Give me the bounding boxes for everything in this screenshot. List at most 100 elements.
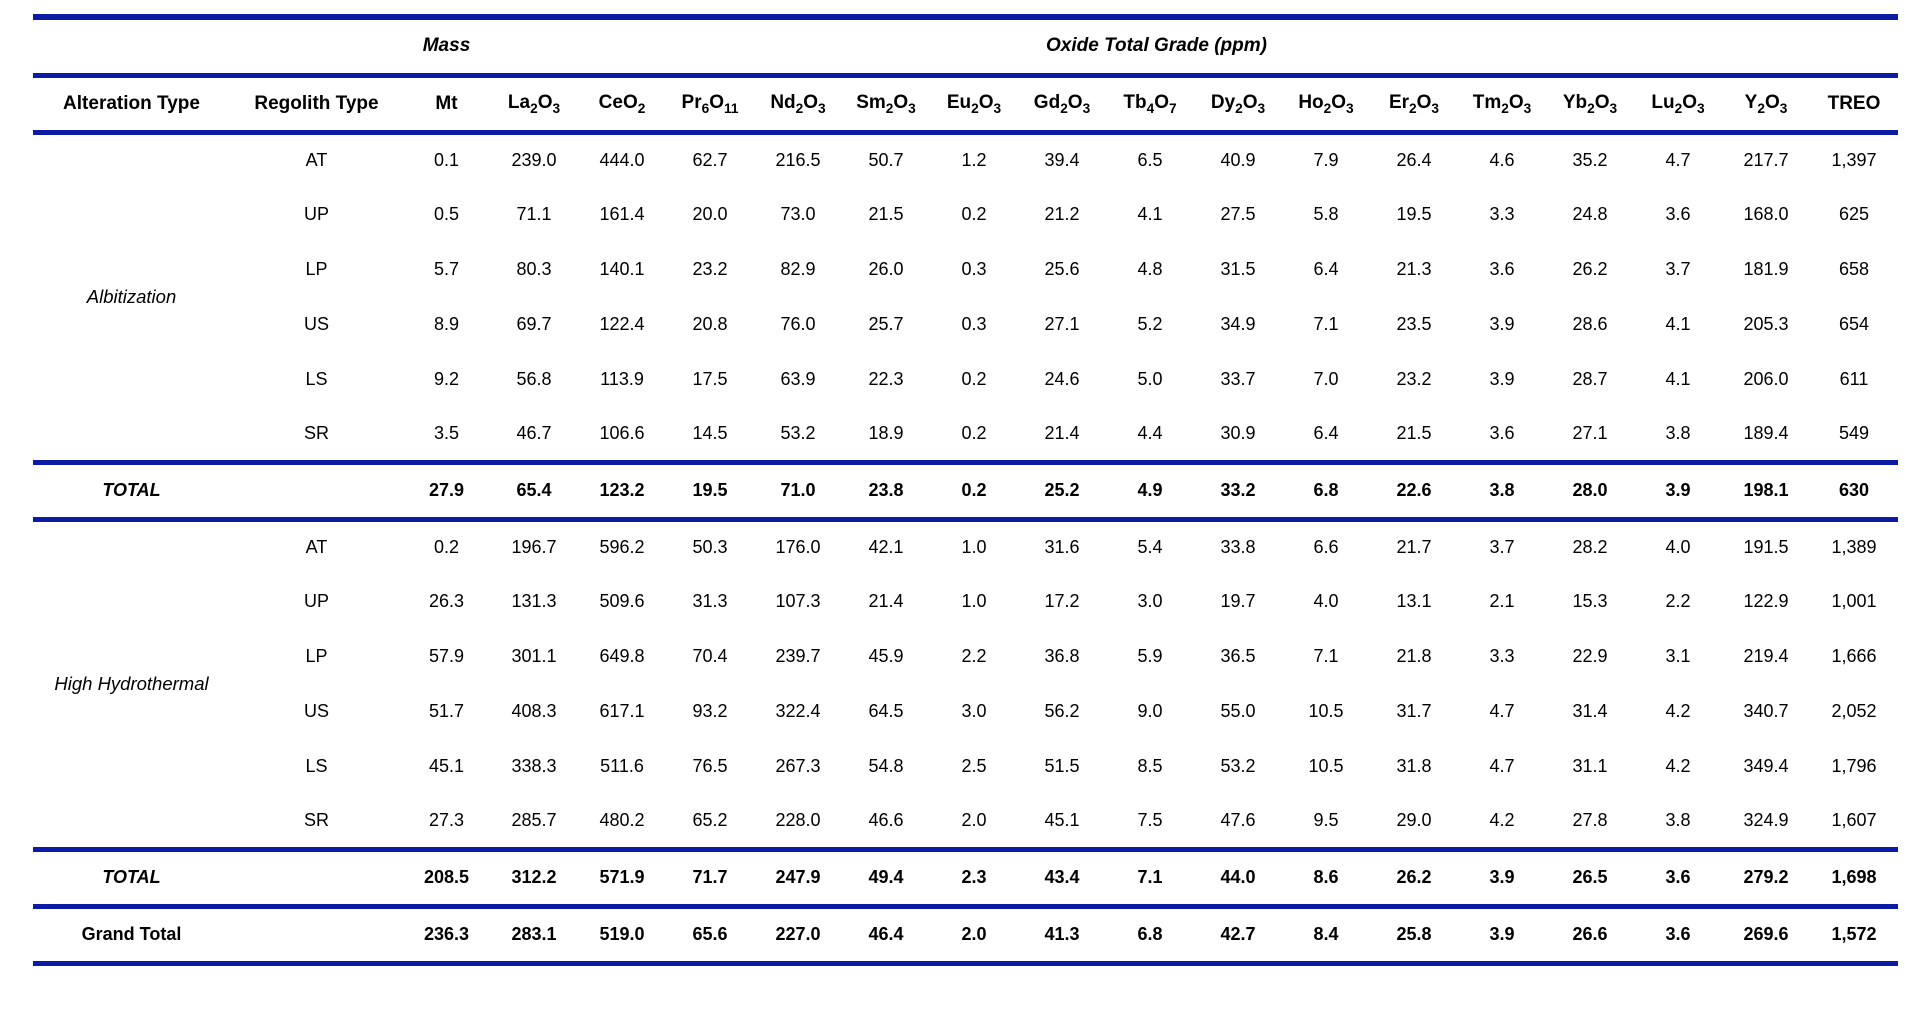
value-cell: 21.4 <box>1018 407 1106 465</box>
group-header-row: Mass Oxide Total Grade (ppm) <box>33 17 1898 78</box>
value-cell: 3.1 <box>1665 646 1691 666</box>
value-cell: 3.8 <box>1634 407 1722 465</box>
value-cell: 7.5 <box>1106 794 1194 852</box>
column-header-ho2o3: Ho2O3 <box>1282 75 1370 135</box>
value-cell: 3.3 <box>1489 646 1515 666</box>
value-cell: 3.6 <box>1489 259 1515 279</box>
value-cell: 0.1 <box>433 150 460 171</box>
value-cell: 22.3 <box>868 369 904 389</box>
value-cell: 29.0 <box>1370 794 1458 852</box>
value-cell: 35.2 <box>1572 150 1608 171</box>
value-cell: 53.2 <box>754 407 842 465</box>
value-cell: 25.8 <box>1370 906 1458 966</box>
value-cell: 10.5 <box>1308 701 1344 721</box>
value-cell: 181.9 <box>1743 259 1789 279</box>
regolith-type-cell: LP <box>305 259 328 279</box>
value-cell: 21.7 <box>1396 537 1432 558</box>
column-header-tm2o3: Tm2O3 <box>1458 75 1546 135</box>
value-cell: 0.2 <box>930 462 1018 522</box>
value-cell: 6.4 <box>1313 259 1339 279</box>
value-cell: 106.6 <box>578 407 666 465</box>
ree-grade-table: Mass Oxide Total Grade (ppm) Alteration … <box>33 14 1898 966</box>
report-page: Mass Oxide Total Grade (ppm) Alteration … <box>33 14 1898 966</box>
value-cell: 5.0 <box>1137 369 1163 389</box>
value-cell: 64.5 <box>868 701 904 721</box>
value-cell: 7.1 <box>1313 314 1339 334</box>
value-cell: 8.4 <box>1282 906 1370 966</box>
value-cell: 140.1 <box>599 259 645 279</box>
value-cell: 131.3 <box>511 591 557 611</box>
column-header-er2o3: Er2O3 <box>1370 75 1458 135</box>
value-cell: 44.0 <box>1194 849 1282 909</box>
value-cell: 49.4 <box>842 849 930 909</box>
value-cell: 56.8 <box>516 369 552 389</box>
value-cell: 596.2 <box>599 537 645 558</box>
value-cell: 3.6 <box>1665 204 1691 224</box>
value-cell: 23.8 <box>842 462 930 522</box>
value-cell: 3.8 <box>1458 462 1546 522</box>
value-cell: 1,698 <box>1810 849 1898 909</box>
value-cell: 324.9 <box>1722 794 1810 852</box>
value-cell: 658 <box>1838 259 1870 279</box>
value-cell: 21.8 <box>1396 646 1432 666</box>
value-cell: 2.0 <box>930 794 1018 852</box>
value-cell: 4.2 <box>1665 756 1691 776</box>
value-cell: 408.3 <box>511 701 557 721</box>
value-cell: 3.6 <box>1634 906 1722 966</box>
value-cell: 36.5 <box>1220 646 1256 666</box>
column-header-sm2o3: Sm2O3 <box>842 75 930 135</box>
value-cell: 630 <box>1810 462 1898 522</box>
value-cell: 122.9 <box>1743 591 1789 611</box>
value-cell: 322.4 <box>775 701 821 721</box>
regolith-type-cell: LS <box>305 369 328 389</box>
column-header-ceo2: CeO2 <box>578 75 666 135</box>
grand-total-row: Grand Total 236.3 283.1 519.0 65.6 227.0 46.4 2… <box>33 906 1898 966</box>
empty-cell <box>230 849 403 909</box>
column-header-alteration-type: Alteration Type <box>33 75 230 135</box>
column-header-nd2o3: Nd2O3 <box>754 75 842 135</box>
value-cell: 349.4 <box>1743 756 1789 776</box>
value-cell: 50.7 <box>868 150 904 171</box>
value-cell: 42.1 <box>868 537 904 558</box>
value-cell: 33.8 <box>1220 537 1256 558</box>
value-cell: 3.8 <box>1634 794 1722 852</box>
table-row: UP 0.5 71.1 161.4 20.0 73.0 21.5 0.2 21.2 4.1 27.5… <box>33 187 1898 242</box>
value-cell: 4.1 <box>1137 204 1163 224</box>
value-cell: 6.4 <box>1282 407 1370 465</box>
value-cell: 62.7 <box>692 150 728 171</box>
table-row: Albitization AT 0.1 239.0 444.0 62.7 216.5 50.7… <box>33 132 1898 465</box>
value-cell: 6.5 <box>1137 150 1163 171</box>
value-cell: 9.5 <box>1282 794 1370 852</box>
value-cell: 2,052 <box>1831 701 1877 721</box>
value-cell: 168.0 <box>1743 204 1789 224</box>
section-total-row: TOTAL 208.5 312.2 571.9 71.7 247.9 49.4 2.3 43.4… <box>33 849 1898 909</box>
table-row: LS 45.1 338.3 511.6 76.5 267.3 54.8 2.5 51.5 8.5 5… <box>33 739 1898 794</box>
value-cell: 46.6 <box>842 794 930 852</box>
value-cell: 26.2 <box>1572 259 1608 279</box>
value-cell: 50.3 <box>692 537 728 558</box>
value-cell: 23.2 <box>1396 369 1432 389</box>
section-total-row: TOTAL 27.9 65.4 123.2 19.5 71.0 23.8 0.2 25.2 4.9… <box>33 462 1898 522</box>
value-cell: 107.3 <box>775 591 821 611</box>
value-cell: 617.1 <box>599 701 645 721</box>
value-cell: 206.0 <box>1743 369 1789 389</box>
value-cell: 5.9 <box>1137 646 1163 666</box>
value-cell: 18.9 <box>842 407 930 465</box>
value-cell: 654 <box>1838 314 1870 334</box>
value-cell: 1.2 <box>961 150 987 171</box>
value-cell: 4.7 <box>1489 701 1515 721</box>
value-cell: 20.8 <box>692 314 728 334</box>
column-header-mt: Mt <box>403 75 490 135</box>
table-row: SR 27.3 285.7 480.2 65.2 228.0 46.6 2.0 45.1 7.5 4… <box>33 794 1898 852</box>
value-cell: 0.2 <box>433 537 460 558</box>
column-header-regolith-type: Regolith Type <box>230 75 403 135</box>
value-cell: 571.9 <box>578 849 666 909</box>
value-cell: 21.5 <box>868 204 904 224</box>
value-cell: 76.5 <box>692 756 728 776</box>
value-cell: 23.5 <box>1396 314 1432 334</box>
value-cell: 269.6 <box>1722 906 1810 966</box>
empty-cell <box>230 906 403 966</box>
value-cell: 444.0 <box>599 150 645 171</box>
value-cell: 4.1 <box>1665 369 1691 389</box>
value-cell: 0.2 <box>961 204 987 224</box>
